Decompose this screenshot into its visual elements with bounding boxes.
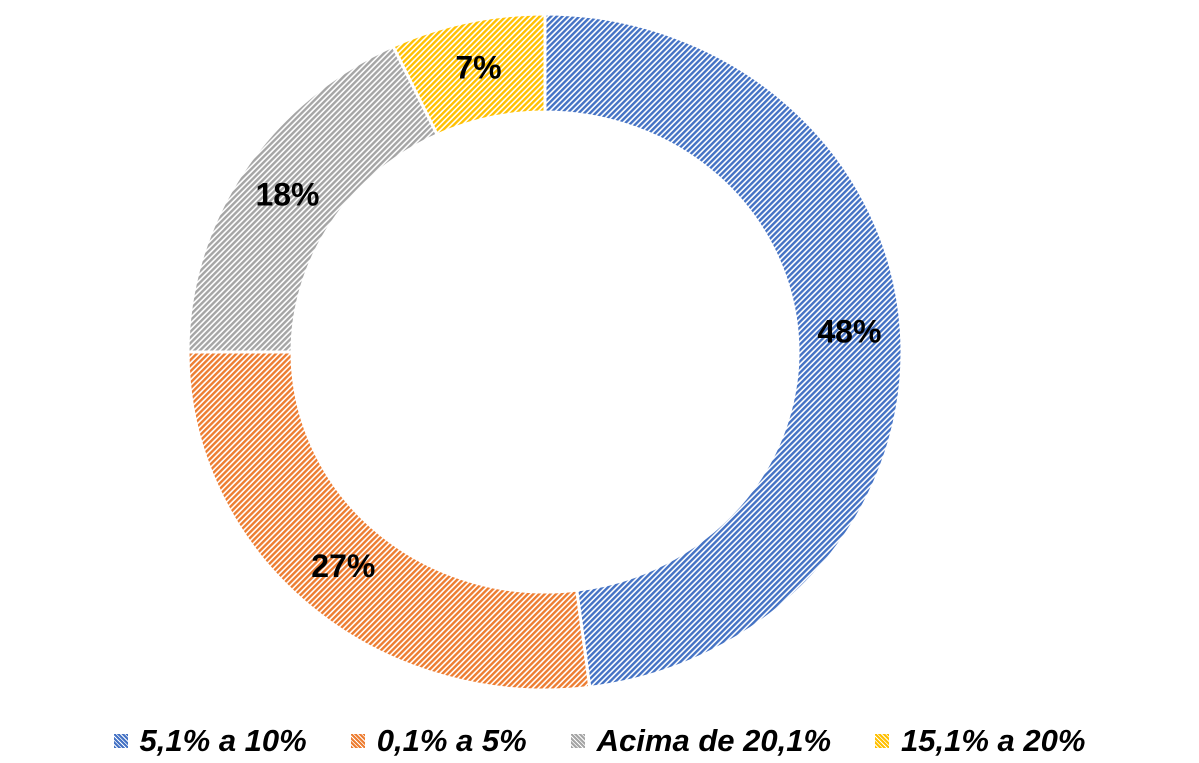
legend: 5,1% a 10% 0,1% a 5% Acima de 20,1% 15,1% a…	[0, 718, 1199, 763]
legend-label: 15,1% a 20%	[901, 722, 1086, 758]
data-label: 48%	[817, 313, 881, 349]
data-label: 27%	[311, 548, 375, 584]
chart: 48% 27% 18% 7%	[186, 12, 904, 692]
legend-swatch	[350, 733, 365, 748]
data-label: 18%	[255, 177, 319, 213]
legend-label: 0,1% a 5%	[376, 722, 527, 758]
legend-item: 15,1% a 20%	[875, 723, 1085, 759]
legend-swatch	[570, 733, 585, 748]
legend-item: Acima de 20,1%	[570, 722, 832, 759]
donut-segment	[186, 350, 592, 692]
data-label: 7%	[455, 49, 501, 85]
donut-segment	[543, 12, 904, 690]
legend-item: 5,1% a 10%	[113, 722, 307, 759]
legend-label: 5,1% a 10%	[139, 722, 307, 758]
donut-segment	[390, 12, 547, 137]
legend-swatch	[875, 733, 890, 748]
legend-label: Acima de 20,1%	[596, 722, 832, 758]
legend-item: 0,1% a 5%	[350, 722, 527, 759]
legend-swatch	[113, 733, 128, 748]
